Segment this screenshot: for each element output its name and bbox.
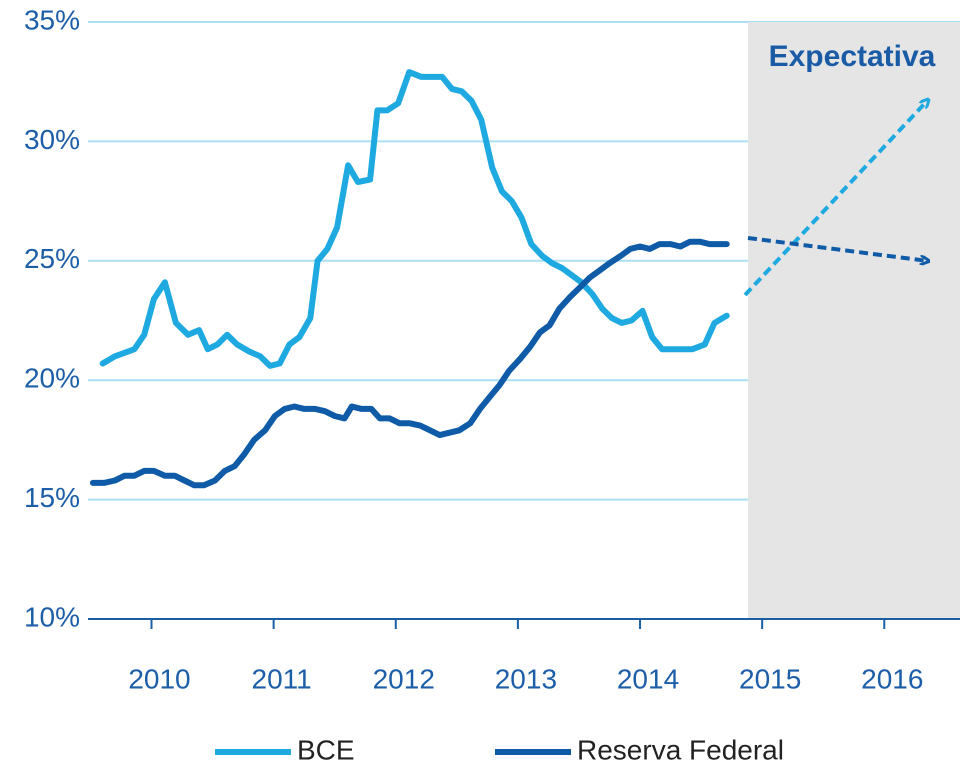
x-tick-label: 2012: [373, 663, 435, 694]
y-tick-label: 25%: [24, 243, 80, 274]
y-tick-label: 30%: [24, 124, 80, 155]
y-tick-label: 15%: [24, 482, 80, 513]
y-tick-label: 10%: [24, 601, 80, 632]
x-tick-label: 2011: [252, 663, 312, 694]
axes: 10% 15% 20% 25% 30% 35% 2010 2011 2012 2013 2014 20…: [24, 4, 960, 694]
forecast-arrow: [747, 236, 928, 261]
x-tick-label: 2016: [861, 663, 923, 694]
forecast-arrow: [743, 100, 928, 297]
x-tick-label: 2010: [128, 663, 190, 694]
annotation: Expectativa: [769, 40, 936, 73]
y-tick-label: 35%: [24, 4, 80, 35]
legend-label: BCE: [297, 734, 355, 765]
legend-label: Reserva Federal: [577, 734, 784, 765]
series-line: [89, 238, 730, 489]
y-tick-label: 20%: [24, 363, 80, 394]
forecast-shade: [748, 22, 960, 619]
x-tick-label: 2014: [617, 663, 679, 694]
series: [89, 69, 730, 489]
x-tick-label: 2015: [739, 663, 801, 694]
x-tick-label: 2013: [495, 663, 557, 694]
series-line: [99, 69, 730, 369]
legend: BCE Reserva Federal: [215, 734, 784, 765]
